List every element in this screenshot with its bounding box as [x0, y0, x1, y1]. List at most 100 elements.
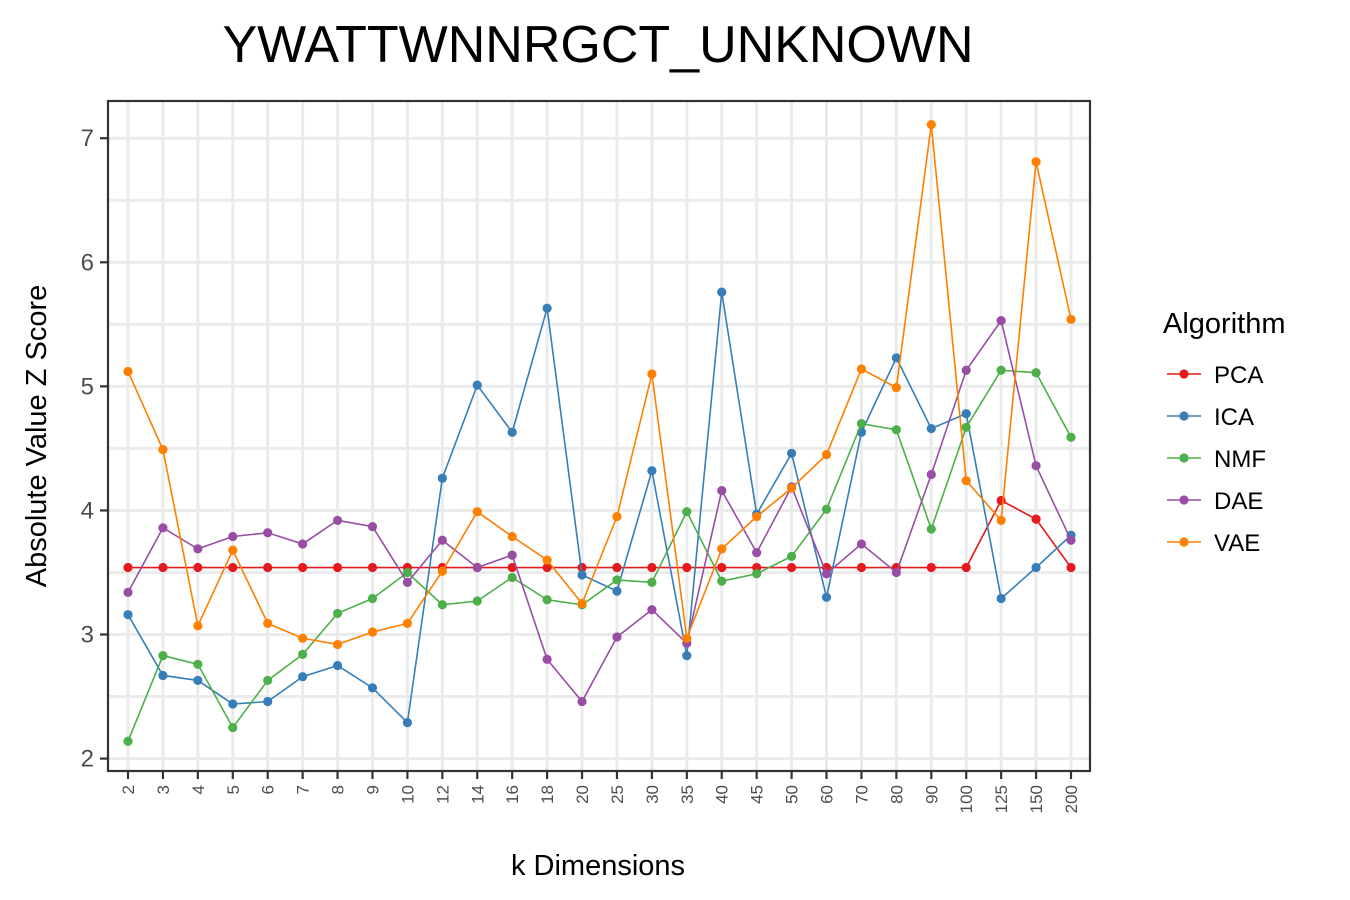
- data-point-pca: [577, 562, 587, 573]
- data-point-nmf: [1066, 432, 1076, 442]
- data-point-vae: [752, 512, 762, 522]
- data-point-vae: [472, 507, 482, 517]
- x-tick-label: 30: [643, 785, 662, 804]
- data-point-vae: [228, 545, 238, 555]
- data-point-nmf: [263, 675, 273, 686]
- data-point-pca: [193, 562, 203, 573]
- data-point-nmf: [542, 595, 552, 605]
- y-tick-label: 4: [81, 497, 94, 524]
- data-point-pca: [332, 562, 343, 573]
- data-point-dae: [577, 696, 587, 707]
- data-point-nmf: [367, 593, 378, 604]
- data-point-dae: [1031, 461, 1041, 471]
- data-point-ica: [891, 353, 901, 363]
- legend-item-dae: DAE: [1167, 488, 1263, 515]
- legend-item-pca: PCA: [1167, 362, 1263, 389]
- y-tick-label: 7: [81, 125, 94, 152]
- x-tick-label: 6: [259, 785, 278, 794]
- data-point-pca: [996, 495, 1006, 506]
- data-point-dae: [612, 632, 622, 642]
- data-point-vae: [647, 369, 657, 379]
- data-point-pca: [123, 562, 133, 573]
- data-point-vae: [682, 633, 692, 643]
- data-point-pca: [612, 562, 622, 573]
- x-tick-label: 80: [887, 785, 906, 804]
- data-point-nmf: [891, 425, 901, 435]
- legend-key-point: [1179, 411, 1189, 421]
- data-point-pca: [367, 562, 378, 573]
- series-line-pca: [128, 499, 1072, 569]
- legend-key-point: [1179, 369, 1189, 379]
- data-point-ica: [682, 651, 692, 661]
- series-layer: [123, 119, 1076, 746]
- data-point-pca: [856, 562, 867, 573]
- x-tick-label: 14: [468, 785, 487, 804]
- data-point-nmf: [228, 722, 238, 733]
- data-point-nmf: [996, 365, 1006, 375]
- data-point-ica: [158, 670, 168, 681]
- x-tick-label: 25: [608, 785, 627, 804]
- data-point-dae: [891, 567, 901, 578]
- data-point-vae: [542, 555, 552, 565]
- data-point-dae: [996, 316, 1006, 326]
- x-tick-label: 10: [398, 785, 417, 804]
- grid-lines: [108, 101, 1090, 771]
- data-point-vae: [298, 633, 308, 643]
- data-point-nmf: [752, 569, 762, 579]
- y-axis-title: Absolute Value Z Score: [21, 285, 53, 588]
- data-point-ica: [193, 675, 203, 686]
- data-point-dae: [507, 550, 517, 560]
- data-point-dae: [542, 654, 552, 664]
- data-point-vae: [437, 566, 447, 576]
- data-point-dae: [926, 469, 936, 480]
- x-tick-label: 5: [224, 785, 243, 794]
- data-point-dae: [437, 535, 447, 545]
- data-point-ica: [786, 448, 797, 458]
- chart-title: YWATTWNNRGCT_UNKNOWN: [222, 16, 973, 74]
- x-tick-label: 150: [1027, 785, 1046, 813]
- data-point-dae: [856, 539, 867, 549]
- data-point-dae: [961, 365, 971, 375]
- data-point-vae: [123, 366, 133, 377]
- x-tick-label: 50: [783, 785, 802, 804]
- data-point-ica: [821, 592, 832, 602]
- data-point-ica: [507, 427, 517, 437]
- data-point-ica: [1031, 562, 1041, 573]
- x-axis-title: k Dimensions: [511, 850, 685, 882]
- series-line-nmf: [127, 369, 1072, 742]
- data-point-dae: [367, 521, 378, 532]
- y-tick-label: 2: [81, 746, 94, 773]
- data-point-dae: [158, 523, 168, 533]
- data-point-dae: [752, 548, 762, 558]
- data-point-ica: [612, 586, 622, 596]
- data-point-pca: [1031, 514, 1041, 524]
- legend-label-nmf: NMF: [1214, 446, 1266, 473]
- series-line-vae: [127, 124, 1072, 646]
- legend-key-point: [1179, 495, 1189, 505]
- data-point-vae: [507, 531, 517, 542]
- data-point-vae: [821, 450, 832, 460]
- x-tick-label: 100: [957, 785, 976, 813]
- data-point-dae: [228, 531, 238, 542]
- data-point-ica: [647, 466, 657, 476]
- x-tick-label: 70: [852, 785, 871, 804]
- data-point-nmf: [402, 567, 413, 578]
- data-point-vae: [402, 618, 413, 628]
- data-point-nmf: [926, 524, 936, 534]
- data-point-ica: [926, 423, 936, 434]
- series-vae: [123, 119, 1076, 650]
- data-point-ica: [332, 660, 343, 671]
- data-point-ica: [996, 593, 1006, 604]
- data-point-vae: [891, 383, 901, 393]
- data-point-pca: [647, 562, 657, 573]
- data-point-dae: [717, 485, 727, 496]
- data-point-vae: [263, 618, 273, 628]
- legend-item-nmf: NMF: [1167, 446, 1266, 473]
- y-tick-label: 6: [81, 249, 94, 276]
- data-point-vae: [332, 639, 343, 650]
- data-point-ica: [123, 610, 133, 620]
- x-tick-label: 12: [433, 785, 452, 804]
- data-point-dae: [647, 605, 657, 615]
- data-point-nmf: [332, 608, 343, 619]
- data-point-ica: [961, 409, 971, 419]
